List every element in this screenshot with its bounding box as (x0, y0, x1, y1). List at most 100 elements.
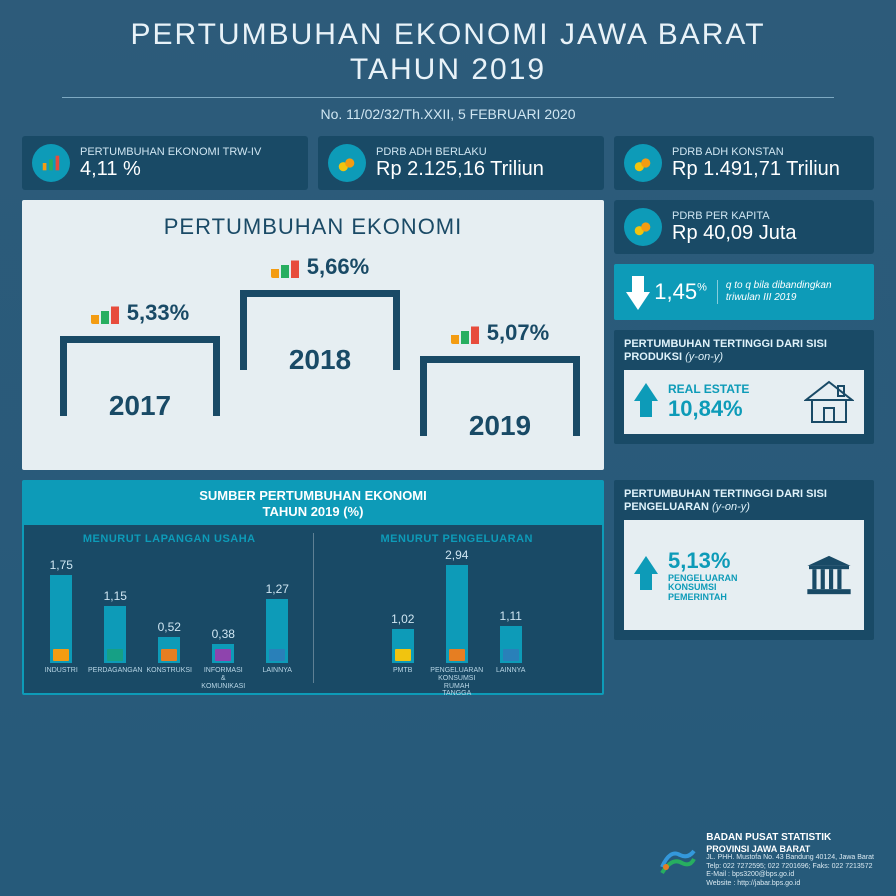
coins-icon (624, 144, 662, 182)
prod-panel: PERTUMBUHAN TERTINGGI DARI SISI PRODUKSI… (614, 330, 874, 444)
stat-per-kapita: PDRB PER KAPITA Rp 40,09 Juta (614, 200, 874, 254)
bar-label: PMTB (393, 667, 412, 683)
year-blocks: 5,33% 2017 5,66% 2018 5,07% 2019 (40, 248, 586, 448)
panel-yon: (y-on-y) (685, 351, 723, 363)
year-pct-value: 5,07% (487, 320, 549, 346)
growth-title: PERTUMBUHAN EKONOMI (40, 214, 586, 240)
footer-addr: JL. PHH. Mustofa No. 43 Bandung 40124, J… (706, 854, 874, 862)
bar-value: 1,27 (266, 582, 289, 596)
qoq-unit: % (697, 282, 707, 294)
panel-header: PERTUMBUHAN TERTINGGI DARI SISI PENGELUA… (624, 488, 864, 514)
bar-chart-icon (451, 322, 481, 344)
bar-chart-icon (91, 302, 121, 324)
bar-category-icon (215, 649, 231, 661)
sources-box: SUMBER PERTUMBUHAN EKONOMI TAHUN 2019 (%… (22, 480, 604, 695)
year-label: 2019 (427, 410, 573, 442)
stat-label: PDRB ADH BERLAKU (376, 146, 544, 158)
stat-text: PDRB PER KAPITA Rp 40,09 Juta (672, 210, 797, 244)
stat-text: PDRB ADH KONSTAN Rp 1.491,71 Triliun (672, 146, 840, 180)
bar-category-icon (449, 649, 465, 661)
chart-header-left: MENURUT LAPANGAN USAHA (36, 533, 303, 545)
stat-value: Rp 1.491,71 Triliun (672, 158, 840, 180)
bar-rect (158, 637, 180, 663)
year-pct: 5,07% (420, 320, 580, 346)
bar-category-icon (269, 649, 285, 661)
bars-left: 1,75 INDUSTRI 1,15 PERDAGANGAN 0,52 KONS… (36, 553, 303, 683)
year-label: 2018 (247, 344, 393, 376)
bar-rect (392, 629, 414, 663)
bar-value: 1,15 (104, 589, 127, 603)
title-line2: TAHUN 2019 (350, 53, 546, 86)
qoq-value: 1,45% (654, 279, 707, 305)
bar-label: INDUSTRI (45, 667, 78, 683)
growth-box: PERTUMBUHAN EKONOMI 5,33% 2017 5,66% 201… (22, 200, 604, 470)
charts-wrap: MENURUT LAPANGAN USAHA 1,75 INDUSTRI 1,1… (24, 525, 602, 693)
bar-item: 1,02 PMTB (383, 612, 423, 683)
bar-rect (212, 644, 234, 663)
footer-tel: Telp: 022 7272595; 022 7201696; Faks: 02… (706, 863, 874, 871)
year-block: 5,07% 2019 (420, 356, 580, 436)
title-line1: PERTUMBUHAN EKONOMI JAWA BARAT (130, 18, 765, 51)
chart-left: MENURUT LAPANGAN USAHA 1,75 INDUSTRI 1,1… (36, 533, 303, 683)
bar-chart-icon (271, 256, 301, 278)
chart-header-right: MENURUT PENGELUARAN (324, 533, 591, 545)
bar-category-icon (107, 649, 123, 661)
stat-label: PDRB PER KAPITA (672, 210, 797, 222)
year-bracket: 2018 (240, 290, 400, 370)
qoq-box: 1,45% q to q bila dibandingkan triwulan … (614, 264, 874, 320)
stat-text: PDRB ADH BERLAKU Rp 2.125,16 Triliun (376, 146, 544, 180)
footer-prov: PROVINSI JAWA BARAT (706, 844, 874, 855)
stat-value: 4,11 % (80, 158, 261, 180)
bar-value: 1,11 (500, 609, 522, 623)
panel-sub3: PEMERINTAH (668, 593, 738, 603)
right-column-2: PERTUMBUHAN TERTINGGI DARI SISI PENGELUA… (614, 480, 874, 695)
page: PERTUMBUHAN EKONOMI JAWA BARAT TAHUN 201… (0, 0, 896, 896)
panel-text: REAL ESTATE 10,84% (668, 382, 749, 422)
bar-item: 2,94 PENGELUARAN KONSUMSI RUMAH TANGGA (437, 548, 477, 683)
row3: SUMBER PERTUMBUHAN EKONOMI TAHUN 2019 (%… (22, 480, 874, 695)
arrow-down-icon (626, 292, 650, 310)
bar-category-icon (161, 649, 177, 661)
title-rule (62, 97, 834, 98)
year-pct-value: 5,66% (307, 254, 369, 280)
bar-value: 2,94 (445, 548, 468, 562)
stat-trw4: PERTUMBUHAN EKONOMI TRW-IV 4,11 % (22, 136, 308, 190)
bar-label: PENGELUARAN KONSUMSI RUMAH TANGGA (430, 667, 483, 683)
stat-adh-berlaku: PDRB ADH BERLAKU Rp 2.125,16 Triliun (318, 136, 604, 190)
coins-icon (328, 144, 366, 182)
bar-rect (266, 599, 288, 663)
panel-label: REAL ESTATE (668, 382, 749, 396)
year-pct-value: 5,33% (127, 300, 189, 326)
bars-right: 1,02 PMTB 2,94 PENGELUARAN KONSUMSI RUMA… (324, 553, 591, 683)
year-bracket: 2019 (420, 356, 580, 436)
stats-row: PERTUMBUHAN EKONOMI TRW-IV 4,11 % PDRB A… (22, 136, 874, 190)
stat-label: PDRB ADH KONSTAN (672, 146, 840, 158)
bar-label: LAINNYA (263, 667, 292, 683)
arrow-up-icon (634, 556, 658, 574)
house-icon (804, 380, 854, 424)
stat-adh-konstan: PDRB ADH KONSTAN Rp 1.491,71 Triliun (614, 136, 874, 190)
bar-rect (104, 606, 126, 663)
sources-title-l2: TAHUN 2019 (%) (263, 504, 364, 519)
sources-title-l1: SUMBER PERTUMBUHAN EKONOMI (199, 488, 427, 503)
qoq-note: q to q bila dibandingkan triwulan III 20… (717, 280, 862, 304)
panel-header-text: PERTUMBUHAN TERTINGGI DARI SISI PRODUKSI (624, 338, 827, 363)
bar-value: 1,02 (391, 612, 414, 626)
bar-category-icon (395, 649, 411, 661)
right-column: PDRB PER KAPITA Rp 40,09 Juta 1,45% q to… (614, 200, 874, 470)
year-block: 5,33% 2017 (60, 336, 220, 416)
row2: PERTUMBUHAN EKONOMI 5,33% 2017 5,66% 201… (22, 200, 874, 470)
coins-icon (624, 208, 662, 246)
footer-org: BADAN PUSAT STATISTIK (706, 832, 874, 844)
bar-category-icon (503, 649, 519, 661)
year-pct: 5,33% (60, 300, 220, 326)
bar-item: 1,15 PERDAGANGAN (95, 589, 135, 683)
qoq-num: 1,45 (654, 279, 697, 304)
stat-label: PERTUMBUHAN EKONOMI TRW-IV (80, 146, 261, 158)
bar-item: 0,38 INFORMASI & KOMUNIKASI (203, 627, 243, 683)
bar-rect (50, 575, 72, 663)
panel-header: PERTUMBUHAN TERTINGGI DARI SISI PRODUKSI… (624, 338, 864, 364)
stat-value: Rp 40,09 Juta (672, 222, 797, 244)
panel-body: 5,13% PENGELUARAN KONSUMSI PEMERINTAH (624, 520, 864, 630)
year-bracket: 2017 (60, 336, 220, 416)
